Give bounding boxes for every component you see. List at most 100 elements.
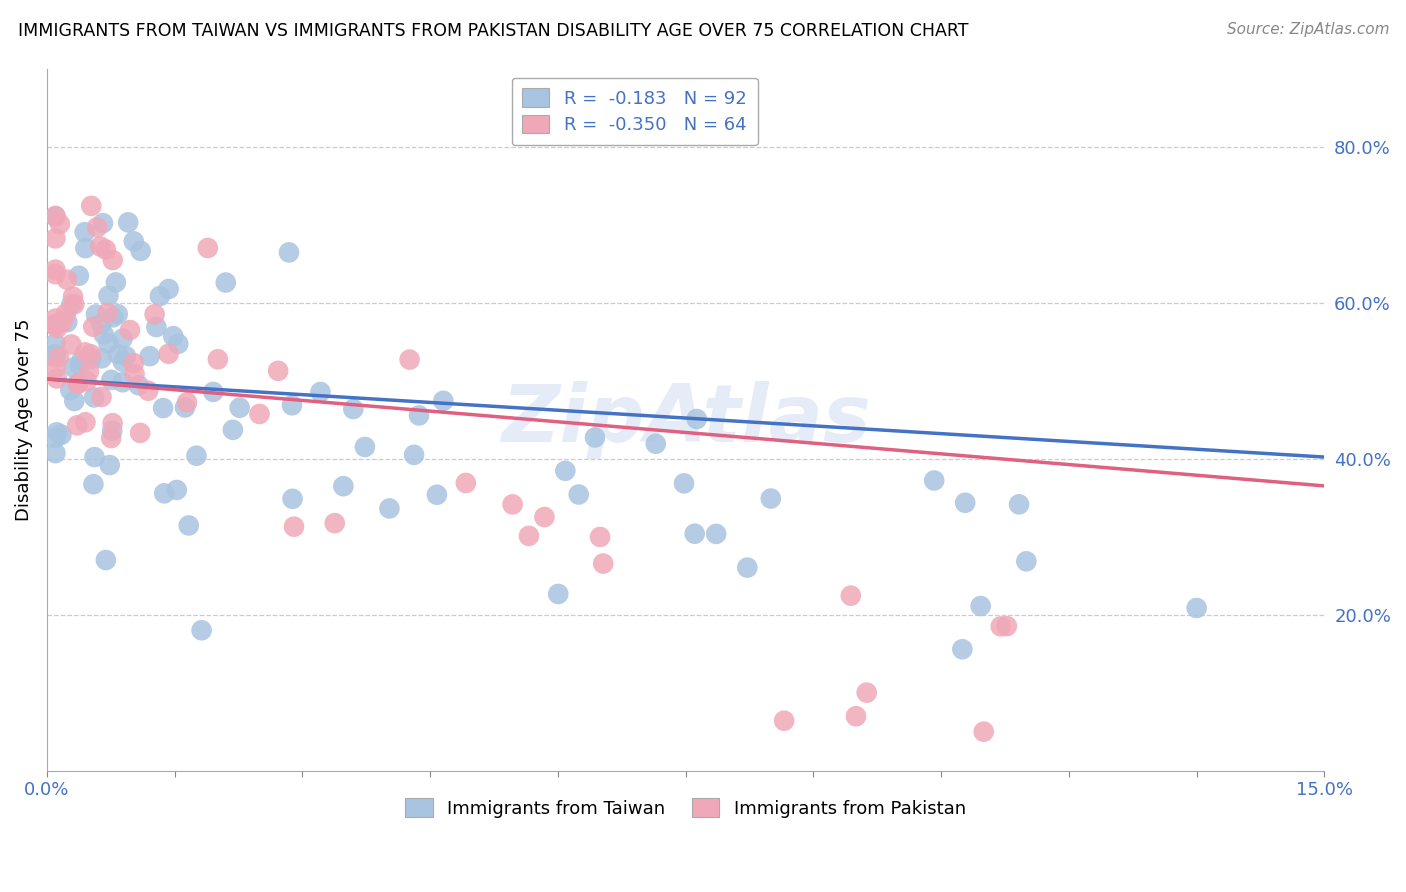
Point xyxy=(45,425,67,440)
Point xyxy=(568,487,591,501)
Point xyxy=(91,216,114,230)
Point xyxy=(62,290,84,304)
Legend: Immigrants from Taiwan, Immigrants from Pakistan: Immigrants from Taiwan, Immigrants from … xyxy=(398,791,973,825)
Point xyxy=(332,479,354,493)
Point xyxy=(111,376,134,390)
Point xyxy=(839,589,862,603)
Point xyxy=(845,709,868,723)
Point xyxy=(66,376,89,391)
Point xyxy=(90,390,112,404)
Point xyxy=(49,217,72,231)
Point xyxy=(228,401,250,415)
Point xyxy=(583,430,606,444)
Point xyxy=(1015,554,1038,568)
Point xyxy=(589,530,612,544)
Point xyxy=(152,401,174,415)
Point xyxy=(281,398,304,412)
Point xyxy=(97,289,120,303)
Point xyxy=(215,276,238,290)
Point xyxy=(1185,601,1208,615)
Point xyxy=(177,518,200,533)
Point xyxy=(44,336,66,351)
Point xyxy=(278,245,301,260)
Point xyxy=(66,376,89,391)
Point xyxy=(136,384,159,398)
Point xyxy=(48,350,70,364)
Point xyxy=(86,220,108,235)
Point xyxy=(75,241,97,255)
Point xyxy=(75,345,97,359)
Point xyxy=(129,244,152,258)
Point xyxy=(855,685,877,699)
Point xyxy=(124,367,146,381)
Point xyxy=(76,374,98,388)
Point xyxy=(93,327,115,342)
Point xyxy=(207,352,229,367)
Point xyxy=(103,310,125,325)
Point xyxy=(773,714,796,728)
Point xyxy=(408,409,430,423)
Point xyxy=(63,394,86,409)
Point xyxy=(953,496,976,510)
Point xyxy=(44,262,66,277)
Point xyxy=(51,315,73,329)
Point xyxy=(45,371,67,385)
Point xyxy=(100,431,122,445)
Point xyxy=(167,336,190,351)
Point xyxy=(60,297,83,311)
Point xyxy=(100,373,122,387)
Point xyxy=(104,276,127,290)
Point xyxy=(398,352,420,367)
Point xyxy=(97,336,120,351)
Point xyxy=(60,337,83,351)
Point xyxy=(80,351,103,366)
Point xyxy=(77,364,100,378)
Text: IMMIGRANTS FROM TAIWAN VS IMMIGRANTS FROM PAKISTAN DISABILITY AGE OVER 75 CORREL: IMMIGRANTS FROM TAIWAN VS IMMIGRANTS FRO… xyxy=(18,22,969,40)
Point xyxy=(157,282,180,296)
Point xyxy=(267,364,290,378)
Point xyxy=(117,215,139,229)
Point xyxy=(56,273,79,287)
Point xyxy=(56,315,79,329)
Point xyxy=(686,412,709,426)
Point xyxy=(166,483,188,497)
Point xyxy=(55,306,77,320)
Point xyxy=(517,529,540,543)
Point xyxy=(990,619,1012,633)
Point xyxy=(554,464,576,478)
Point xyxy=(143,307,166,321)
Point xyxy=(84,308,107,322)
Point xyxy=(46,321,69,335)
Point xyxy=(378,501,401,516)
Point xyxy=(44,231,66,245)
Point xyxy=(83,391,105,405)
Point xyxy=(673,476,696,491)
Point xyxy=(67,268,90,283)
Point xyxy=(82,319,104,334)
Point xyxy=(44,347,66,361)
Point xyxy=(115,349,138,363)
Point xyxy=(176,395,198,409)
Point xyxy=(101,424,124,438)
Point xyxy=(59,383,82,397)
Point xyxy=(75,415,97,429)
Point xyxy=(44,317,66,331)
Point xyxy=(162,329,184,343)
Point xyxy=(145,320,167,334)
Text: ZipAtlas: ZipAtlas xyxy=(501,381,870,458)
Point xyxy=(44,318,66,333)
Point xyxy=(281,491,304,506)
Point xyxy=(122,356,145,370)
Point xyxy=(533,510,555,524)
Point xyxy=(80,199,103,213)
Point xyxy=(737,560,759,574)
Point xyxy=(950,642,973,657)
Point xyxy=(1008,497,1031,511)
Point xyxy=(202,384,225,399)
Point xyxy=(101,416,124,430)
Point xyxy=(309,384,332,399)
Point xyxy=(111,332,134,346)
Text: Source: ZipAtlas.com: Source: ZipAtlas.com xyxy=(1226,22,1389,37)
Point xyxy=(44,209,66,223)
Point xyxy=(73,225,96,239)
